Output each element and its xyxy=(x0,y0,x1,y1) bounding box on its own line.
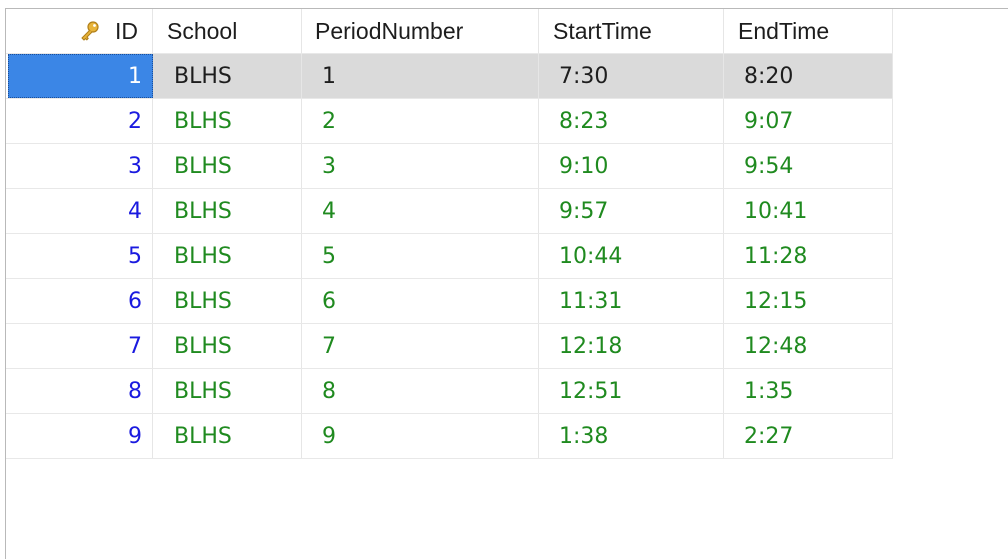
period-number-cell[interactable]: 6 xyxy=(302,279,539,323)
start-time-cell[interactable]: 1:38 xyxy=(539,414,724,458)
row-id-cell[interactable]: 5 xyxy=(6,234,153,278)
column-header-start-time[interactable]: StartTime xyxy=(539,9,724,53)
period-number-cell[interactable]: 8 xyxy=(302,369,539,413)
school-cell[interactable]: BLHS xyxy=(153,189,302,233)
end-time-cell[interactable]: 11:28 xyxy=(724,234,893,278)
end-time-cell[interactable]: 9:54 xyxy=(724,144,893,188)
school-cell[interactable]: BLHS xyxy=(153,54,302,98)
school-cell[interactable]: BLHS xyxy=(153,234,302,278)
column-header-period-number[interactable]: PeriodNumber xyxy=(302,9,539,53)
row-id-value: 1 xyxy=(8,54,153,98)
table-row[interactable]: 2 BLHS 2 8:23 9:07 xyxy=(6,99,893,144)
row-id-cell[interactable]: 3 xyxy=(6,144,153,188)
row-id-cell[interactable]: 8 xyxy=(6,369,153,413)
school-cell[interactable]: BLHS xyxy=(153,279,302,323)
school-cell[interactable]: BLHS xyxy=(153,414,302,458)
start-time-cell[interactable]: 12:51 xyxy=(539,369,724,413)
column-header-school[interactable]: School xyxy=(153,9,302,53)
start-time-cell[interactable]: 9:10 xyxy=(539,144,724,188)
row-id-cell[interactable]: 7 xyxy=(6,324,153,368)
school-cell[interactable]: BLHS xyxy=(153,369,302,413)
row-id-cell[interactable]: 4 xyxy=(6,189,153,233)
period-number-cell[interactable]: 9 xyxy=(302,414,539,458)
start-time-cell[interactable]: 10:44 xyxy=(539,234,724,278)
start-time-cell[interactable]: 7:30 xyxy=(539,54,724,98)
school-cell[interactable]: BLHS xyxy=(153,144,302,188)
school-cell[interactable]: BLHS xyxy=(153,324,302,368)
table-row[interactable]: 3 BLHS 3 9:10 9:54 xyxy=(6,144,893,189)
period-number-cell[interactable]: 2 xyxy=(302,99,539,143)
end-time-cell[interactable]: 12:15 xyxy=(724,279,893,323)
end-time-cell[interactable]: 9:07 xyxy=(724,99,893,143)
primary-key-icon xyxy=(79,20,101,42)
table-row[interactable]: 9 BLHS 9 1:38 2:27 xyxy=(6,414,893,459)
row-id-cell[interactable]: 1 xyxy=(6,54,153,98)
period-number-cell[interactable]: 7 xyxy=(302,324,539,368)
end-time-cell[interactable]: 12:48 xyxy=(724,324,893,368)
start-time-cell[interactable]: 9:57 xyxy=(539,189,724,233)
end-time-cell[interactable]: 8:20 xyxy=(724,54,893,98)
period-number-cell[interactable]: 5 xyxy=(302,234,539,278)
start-time-cell[interactable]: 12:18 xyxy=(539,324,724,368)
period-number-cell[interactable]: 3 xyxy=(302,144,539,188)
header-row: ID School PeriodNumber StartTime EndTime xyxy=(6,9,893,54)
row-id-cell[interactable]: 6 xyxy=(6,279,153,323)
column-header-end-time[interactable]: EndTime xyxy=(724,9,893,53)
table-row[interactable]: 5 BLHS 5 10:44 11:28 xyxy=(6,234,893,279)
table-row[interactable]: 7 BLHS 7 12:18 12:48 xyxy=(6,324,893,369)
table-row[interactable]: 4 BLHS 4 9:57 10:41 xyxy=(6,189,893,234)
row-id-cell[interactable]: 9 xyxy=(6,414,153,458)
start-time-cell[interactable]: 11:31 xyxy=(539,279,724,323)
column-header-id-label: ID xyxy=(115,17,138,44)
period-number-cell[interactable]: 1 xyxy=(302,54,539,98)
data-grid-panel: ID School PeriodNumber StartTime EndTime… xyxy=(5,8,1008,559)
start-time-cell[interactable]: 8:23 xyxy=(539,99,724,143)
period-number-cell[interactable]: 4 xyxy=(302,189,539,233)
row-id-cell[interactable]: 2 xyxy=(6,99,153,143)
table-row[interactable]: 1 BLHS 1 7:30 8:20 xyxy=(6,54,893,99)
table-row[interactable]: 6 BLHS 6 11:31 12:15 xyxy=(6,279,893,324)
table-row[interactable]: 8 BLHS 8 12:51 1:35 xyxy=(6,369,893,414)
end-time-cell[interactable]: 2:27 xyxy=(724,414,893,458)
end-time-cell[interactable]: 10:41 xyxy=(724,189,893,233)
end-time-cell[interactable]: 1:35 xyxy=(724,369,893,413)
data-grid: ID School PeriodNumber StartTime EndTime… xyxy=(6,9,893,459)
school-cell[interactable]: BLHS xyxy=(153,99,302,143)
column-header-id[interactable]: ID xyxy=(6,9,153,53)
